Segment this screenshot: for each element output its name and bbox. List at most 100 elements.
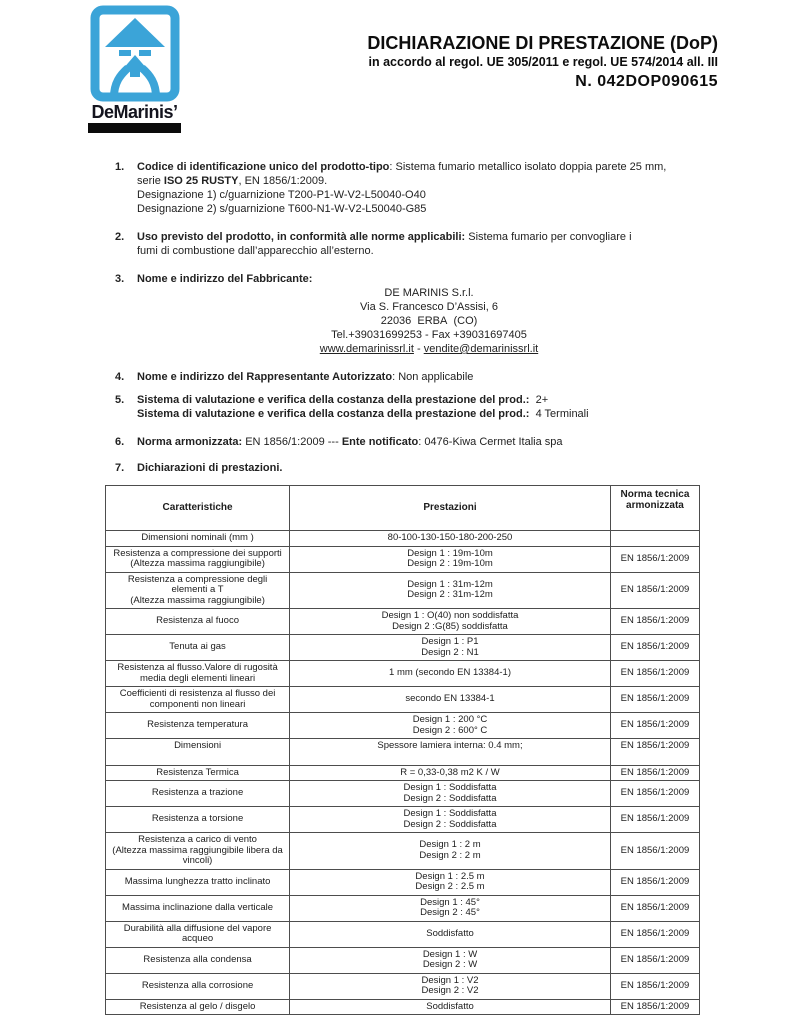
- table-row: Resistenza a compressione dei supporti (…: [104, 545, 701, 573]
- norma-cell: EN 1856/1:2009: [609, 738, 701, 766]
- prestazioni-cell: Design 1 : 2.5 m Design 2 : 2.5 m: [289, 868, 611, 896]
- norma-cell: EN 1856/1:2009: [609, 634, 701, 661]
- table-row: Durabilità alla diffusione del vapore ac…: [104, 920, 701, 948]
- caratteristica-cell: Resistenza a trazione: [104, 780, 291, 807]
- caratteristica-cell: Massima inclinazione dalla verticale: [104, 894, 291, 922]
- caratteristica-cell: Resistenza a compressione dei supporti (…: [104, 545, 291, 573]
- prestazioni-cell: Design 1 : 31m-12m Design 2 : 31m-12m: [289, 571, 611, 609]
- caratteristica-cell: Resistenza a carico di vento (Altezza ma…: [104, 832, 291, 870]
- numbered-item-3: 3. Nome e indirizzo del Fabbricante: DE M…: [115, 272, 721, 356]
- text-segment: Ente notificato: [341, 436, 419, 448]
- item-text: Norma armonizzata: EN 1856/1:2009 --- En…: [137, 435, 721, 449]
- caratteristica-cell: Resistenza Termica: [104, 764, 291, 781]
- text-segment: Codice di identificazione unico del prod…: [137, 161, 390, 173]
- text-segment: Nome e indirizzo del Fabbricante:: [137, 273, 313, 285]
- caratteristica-cell: Resistenza alla corrosione: [104, 972, 291, 1000]
- text-segment: Sistema di valutazione e verifica della …: [137, 394, 530, 406]
- text-segment: DE MARINIS S.r.l.: [384, 287, 474, 299]
- prestazioni-cell: Design 1 : 2 m Design 2 : 2 m: [289, 832, 611, 870]
- text-segment: : Non applicabile: [392, 371, 474, 383]
- caratteristica-cell: Dimensioni nominali (mm ): [104, 530, 291, 547]
- item-number: 2.: [115, 231, 125, 243]
- document-subtitle: in accordo al regol. UE 305/2011 e regol…: [368, 55, 718, 69]
- norma-cell: EN 1856/1:2009: [609, 946, 701, 974]
- caratteristica-cell: Massima lunghezza tratto inclinato: [104, 868, 291, 896]
- numbered-items: 1. Codice di identificazione unico del pr…: [115, 160, 721, 475]
- logo-underline-bar: [88, 123, 181, 133]
- table-row: Resistenza al flusso.Valore di rugosità …: [104, 660, 701, 687]
- text-segment: Sistema di valutazione e verifica della …: [137, 408, 530, 420]
- item-text: Sistema di valutazione e verifica della …: [137, 393, 721, 421]
- table-row: Resistenza a torsione Design 1 : Soddisfa…: [104, 806, 701, 833]
- norma-cell: EN 1856/1:2009: [609, 712, 701, 739]
- prestazioni-cell: R = 0,33-0,38 m2 K / W: [289, 764, 611, 781]
- norma-cell: EN 1856/1:2009: [609, 571, 701, 609]
- caratteristica-cell: Resistenza alla condensa: [104, 946, 291, 974]
- text-segment: Uso previsto del prodotto, in conformità…: [137, 231, 466, 243]
- document-body: 1. Codice di identificazione unico del pr…: [104, 160, 721, 1015]
- numbered-item-5: 5. Sistema di valutazione e verifica dell…: [115, 393, 721, 421]
- prestazioni-cell: 80-100-130-150-180-200-250: [289, 530, 611, 547]
- prestazioni-cell: secondo EN 13384-1: [289, 686, 611, 713]
- text-segment: Norma armonizzata:: [137, 436, 243, 448]
- text-segment: 2+: [535, 394, 549, 406]
- item-number: 4.: [115, 371, 125, 383]
- norma-cell: EN 1856/1:2009: [609, 972, 701, 1000]
- table-row: Resistenza a trazione Design 1 : Soddisfa…: [104, 780, 701, 807]
- item-sub-line: Designazione 2) s/guarnizione T600-N1-W-…: [137, 203, 427, 215]
- item-text: Uso previsto del prodotto, in conformità…: [137, 230, 721, 258]
- manufacturer-address-line: Via S. Francesco D’Assisi, 6: [137, 300, 721, 314]
- numbered-item-7: 7. Dichiarazioni di prestazioni.: [115, 461, 721, 475]
- table-row: Resistenza al fuoco Design 1 : O(40) non …: [104, 608, 701, 635]
- caratteristica-cell: Tenuta ai gas: [104, 634, 291, 661]
- norma-cell: EN 1856/1:2009: [609, 868, 701, 896]
- prestazioni-cell: Design 1 : 200 °C Design 2 : 600° C: [289, 712, 611, 739]
- prestazioni-cell: Design 1 : V2 Design 2 : V2: [289, 972, 611, 1000]
- prestazioni-cell: Design 1 : Soddisfatta Design 2 : Soddis…: [289, 780, 611, 807]
- document-page: DeMarinis’ DICHIARAZIONE DI PRESTAZIONE …: [88, 5, 718, 1015]
- manufacturer-address-line: DE MARINIS S.r.l.: [137, 286, 721, 300]
- title-block: DICHIARAZIONE DI PRESTAZIONE (DoP) in ac…: [367, 32, 718, 92]
- item-number: 5.: [115, 394, 125, 406]
- performance-table: Caratteristiche Prestazioni Norma tecnic…: [104, 485, 701, 1015]
- norma-cell: EN 1856/1:2009: [609, 660, 701, 687]
- chimney-arrow-icon: [90, 5, 179, 102]
- text-segment: -: [413, 343, 424, 355]
- text-segment: : 0476-Kiwa Cermet Italia spa: [418, 436, 563, 448]
- caratteristica-cell: Resistenza al gelo / disgelo: [104, 998, 291, 1015]
- contact-link[interactable]: www.demarinissrl.it: [319, 343, 414, 355]
- prestazioni-cell: 1 mm (secondo EN 13384-1): [289, 660, 611, 687]
- text-segment: Dichiarazioni di prestazioni.: [137, 462, 283, 474]
- caratteristica-cell: Resistenza al fuoco: [104, 608, 291, 635]
- manufacturer-address-line: 22036 ERBA (CO): [137, 314, 721, 328]
- prestazioni-cell: Design 1 : 19m-10m Design 2 : 19m-10m: [289, 545, 611, 573]
- norma-cell: EN 1856/1:2009: [609, 764, 701, 781]
- prestazioni-cell: Soddisfatto: [289, 920, 611, 948]
- table-row: Resistenza a carico di vento (Altezza ma…: [104, 832, 701, 870]
- norma-cell: EN 1856/1:2009: [609, 806, 701, 833]
- text-segment: Via S. Francesco D’Assisi, 6: [360, 301, 498, 313]
- document-title: DICHIARAZIONE DI PRESTAZIONE (DoP): [367, 33, 718, 53]
- text-segment: 22036 ERBA (CO): [380, 315, 478, 327]
- document-number: N. 042DOP090615: [575, 73, 718, 90]
- table-row: Resistenza a compressione degli elementi…: [104, 571, 701, 609]
- item-number: 3.: [115, 273, 125, 285]
- caratteristica-cell: Dimensioni: [104, 738, 291, 766]
- norma-cell: EN 1856/1:2009: [609, 780, 701, 807]
- manufacturer-address-line: Tel.+39031699253 - Fax +39031697405: [137, 328, 721, 342]
- table-row: Dimensioni Spessore lamiera interna: 0.4 …: [104, 738, 701, 766]
- contact-link[interactable]: vendite@demarinissrl.it: [423, 343, 539, 355]
- item-number: 6.: [115, 436, 125, 448]
- caratteristica-cell: Resistenza a compressione degli elementi…: [104, 571, 291, 609]
- text-segment: EN 1856/1:2009 ---: [242, 436, 342, 448]
- table-row: Resistenza al gelo / disgelo Soddisfatto E…: [104, 998, 701, 1015]
- table-row: Resistenza Termica R = 0,33-0,38 m2 K / W…: [104, 764, 701, 781]
- prestazioni-cell: Design 1 : W Design 2 : W: [289, 946, 611, 974]
- norma-cell: EN 1856/1:2009: [609, 894, 701, 922]
- text-segment: Tel.+39031699253 - Fax +39031697405: [331, 329, 527, 341]
- prestazioni-cell: Spessore lamiera interna: 0.4 mm;: [289, 738, 611, 766]
- norma-cell: EN 1856/1:2009: [609, 545, 701, 573]
- prestazioni-cell: Soddisfatto: [289, 998, 611, 1015]
- prestazioni-cell: Design 1 : 45° Design 2 : 45°: [289, 894, 611, 922]
- numbered-item-2: 2. Uso previsto del prodotto, in conformi…: [115, 230, 721, 258]
